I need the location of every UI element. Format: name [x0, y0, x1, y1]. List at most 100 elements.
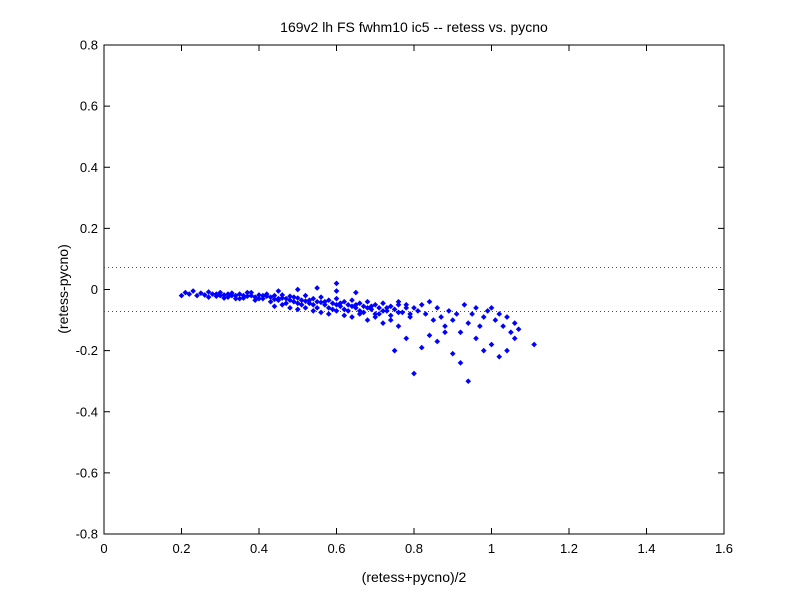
data-point	[360, 303, 367, 310]
data-point	[279, 301, 286, 308]
data-point	[356, 311, 363, 317]
data-point	[426, 332, 433, 339]
data-point	[314, 298, 320, 305]
data-point	[310, 308, 317, 314]
data-point	[349, 314, 355, 320]
data-point	[248, 292, 255, 299]
data-point	[213, 291, 220, 297]
data-point	[496, 353, 503, 360]
data-point	[248, 289, 255, 296]
data-point	[449, 350, 456, 357]
data-point	[345, 308, 351, 314]
data-point	[380, 320, 386, 326]
x-tick-label: 0.6	[327, 541, 345, 556]
data-point	[287, 297, 293, 304]
y-axis-ticks: -0.8 -0.6 -0.4 -0.2 0 0.2 0.4 0.6 0.8	[76, 38, 724, 542]
data-point	[376, 305, 382, 311]
data-point	[294, 286, 301, 293]
data-point	[190, 288, 196, 294]
data-point	[291, 294, 297, 300]
data-point	[333, 308, 340, 314]
data-point	[306, 297, 313, 304]
data-point	[418, 301, 425, 308]
data-points	[178, 280, 537, 385]
data-point	[209, 291, 216, 297]
data-point	[395, 301, 402, 308]
data-point	[236, 295, 243, 302]
x-tick-label: 1.4	[637, 541, 655, 556]
data-point	[225, 294, 231, 300]
data-point	[391, 306, 398, 313]
data-point	[198, 290, 204, 296]
data-point	[449, 317, 456, 323]
data-point	[368, 306, 375, 313]
data-point	[515, 326, 522, 333]
y-tick-label: 0.2	[80, 221, 98, 236]
y-axis-label: (retess-pycno)	[55, 244, 71, 333]
data-point	[221, 295, 227, 301]
data-point	[337, 300, 344, 307]
data-point	[360, 309, 367, 316]
data-point	[341, 298, 348, 305]
data-point	[349, 303, 355, 310]
x-tick-label: 0.4	[250, 541, 268, 556]
data-point	[322, 298, 328, 305]
data-point	[511, 320, 518, 326]
y-tick-label: 0.6	[80, 99, 98, 114]
data-point	[434, 338, 441, 345]
data-point	[186, 291, 193, 297]
y-tick-label: 0.8	[80, 38, 98, 53]
x-tick-label: 1.6	[715, 541, 733, 556]
data-point	[395, 298, 402, 305]
data-point	[403, 301, 410, 308]
data-point	[275, 295, 282, 302]
data-point	[473, 305, 479, 311]
data-point	[426, 298, 433, 305]
y-tick-label: -0.6	[76, 465, 98, 480]
data-point	[465, 320, 472, 326]
data-point	[275, 288, 282, 294]
x-axis-label: (retess+pycno)/2	[362, 569, 467, 585]
data-point	[372, 314, 379, 320]
data-point	[260, 292, 266, 299]
data-point	[477, 323, 483, 329]
data-point	[480, 314, 487, 320]
data-point	[229, 292, 235, 299]
data-point	[302, 292, 309, 299]
x-tick-label: 0.2	[172, 541, 190, 556]
data-point	[291, 298, 297, 305]
y-tick-label: -0.4	[76, 404, 98, 419]
data-point	[403, 305, 410, 311]
data-point	[329, 306, 336, 313]
x-axis-ticks: 0 0.2 0.4 0.6 0.8 1 1.2 1.4 1.6	[100, 45, 733, 556]
data-point	[260, 295, 266, 302]
data-point	[430, 317, 437, 323]
data-point	[500, 323, 506, 329]
data-point	[407, 314, 413, 320]
data-point	[422, 311, 429, 317]
data-point	[240, 292, 247, 299]
data-point	[182, 289, 189, 296]
data-point	[461, 301, 468, 308]
data-point	[325, 305, 332, 311]
data-point	[492, 317, 499, 323]
data-point	[194, 292, 200, 299]
data-point	[473, 335, 479, 342]
data-point	[418, 344, 425, 351]
data-point	[252, 297, 258, 304]
data-point	[298, 301, 305, 308]
data-point	[349, 297, 355, 304]
x-tick-label: 0.8	[405, 541, 423, 556]
data-point	[446, 308, 452, 314]
data-point	[387, 303, 394, 310]
data-point	[504, 347, 510, 354]
data-point	[384, 305, 390, 311]
x-tick-label: 0	[100, 541, 107, 556]
data-point	[318, 309, 324, 316]
data-point	[488, 305, 495, 311]
axes-box	[103, 44, 725, 535]
data-point	[294, 306, 301, 313]
data-point	[457, 360, 464, 366]
data-point	[256, 295, 262, 302]
